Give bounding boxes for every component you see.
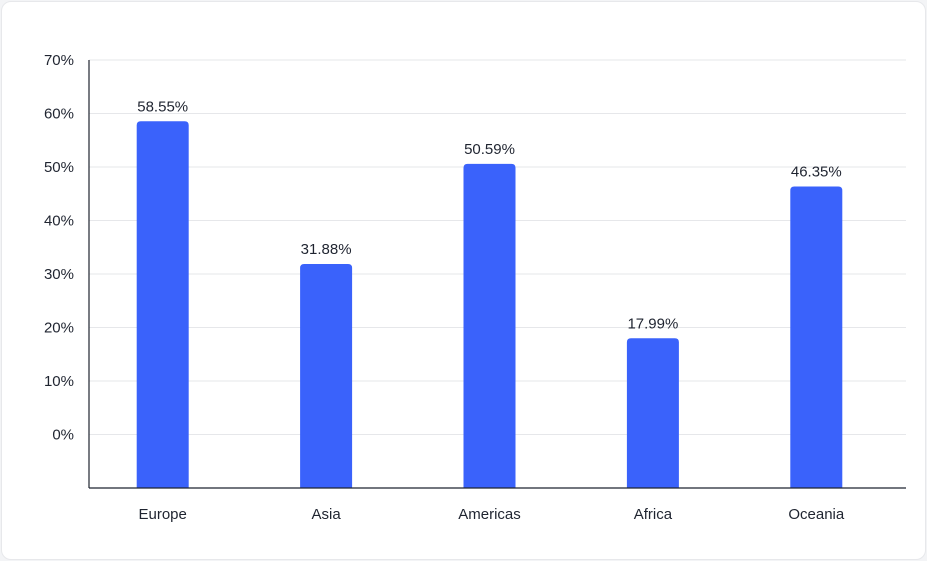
y-tick-label: 70% [44, 52, 74, 69]
data-labels: 58.55% 31.88% 50.59% 17.99% 46.35% [137, 98, 841, 332]
bar-asia [300, 263, 353, 488]
y-tick-label: 60% [44, 106, 74, 123]
x-category-label: Europe [139, 506, 187, 523]
bar-oceania [790, 186, 843, 488]
y-tick-label: 30% [44, 266, 74, 283]
y-tick-label: 50% [44, 159, 74, 176]
x-category-label: Americas [458, 506, 521, 523]
data-label-africa: 17.99% [627, 315, 678, 332]
bars [136, 121, 843, 488]
y-tick-label: 20% [44, 320, 74, 337]
y-tick-label: 10% [44, 373, 74, 390]
x-category-label: Asia [312, 506, 342, 523]
bar-africa [626, 338, 679, 488]
x-axis-category-labels: Europe Asia Americas Africa Oceania [139, 506, 845, 523]
data-label-europe: 58.55% [137, 98, 188, 115]
data-label-asia: 31.88% [301, 241, 352, 258]
data-label-americas: 50.59% [464, 141, 515, 158]
data-label-oceania: 46.35% [791, 164, 842, 181]
y-axis-tick-labels: 0% 10% 20% 30% 40% 50% 60% 70% [44, 52, 74, 444]
bar-americas [463, 163, 516, 488]
x-category-label: Africa [634, 506, 673, 523]
y-tick-label: 40% [44, 213, 74, 230]
y-tick-label: 0% [52, 427, 74, 444]
x-category-label: Oceania [788, 506, 845, 523]
bar-europe [136, 121, 189, 488]
